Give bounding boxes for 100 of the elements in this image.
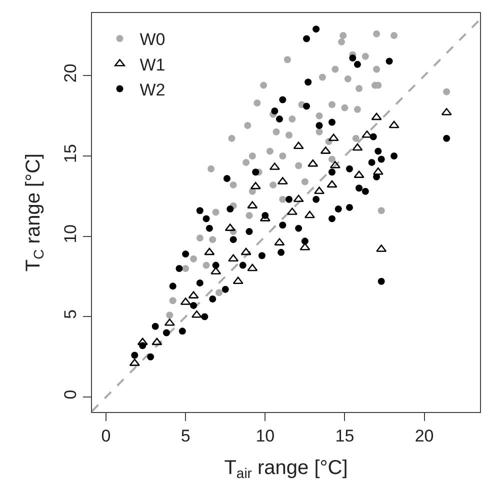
point bbox=[390, 152, 398, 160]
point bbox=[441, 108, 452, 116]
point bbox=[222, 286, 229, 293]
point bbox=[356, 184, 363, 192]
point bbox=[368, 158, 376, 166]
point bbox=[247, 264, 258, 272]
point bbox=[279, 152, 286, 160]
point bbox=[176, 265, 183, 272]
point bbox=[286, 196, 293, 203]
point bbox=[152, 322, 159, 330]
point bbox=[202, 215, 210, 222]
point bbox=[295, 224, 302, 232]
point bbox=[178, 328, 186, 335]
point bbox=[279, 196, 286, 203]
point bbox=[318, 74, 326, 81]
point bbox=[288, 116, 296, 123]
point bbox=[246, 228, 253, 236]
legend-label: W2 bbox=[140, 80, 166, 100]
point bbox=[354, 60, 361, 68]
point bbox=[276, 116, 283, 123]
point bbox=[338, 38, 346, 46]
point bbox=[356, 85, 363, 92]
point bbox=[252, 168, 260, 176]
point bbox=[443, 134, 450, 142]
point bbox=[271, 108, 278, 115]
point bbox=[246, 212, 253, 219]
point bbox=[334, 206, 342, 213]
point bbox=[301, 238, 308, 245]
point bbox=[230, 181, 237, 188]
point bbox=[328, 118, 336, 126]
point bbox=[196, 207, 204, 214]
point bbox=[372, 167, 384, 175]
legend-label: W0 bbox=[140, 30, 166, 50]
y-tick-label: 20 bbox=[61, 64, 80, 83]
point bbox=[137, 338, 148, 346]
point bbox=[216, 289, 222, 296]
point bbox=[303, 102, 310, 110]
point bbox=[378, 207, 385, 214]
point bbox=[316, 128, 323, 136]
point bbox=[169, 297, 176, 304]
point bbox=[346, 204, 353, 211]
point bbox=[206, 224, 213, 232]
point bbox=[190, 255, 198, 262]
point bbox=[258, 252, 266, 260]
point bbox=[328, 215, 336, 222]
point bbox=[362, 188, 369, 195]
point bbox=[349, 54, 356, 62]
point bbox=[316, 122, 323, 129]
point bbox=[362, 130, 372, 138]
point bbox=[328, 101, 336, 108]
point bbox=[344, 75, 352, 82]
point bbox=[270, 181, 277, 188]
y-tick-label: 10 bbox=[61, 224, 80, 244]
point bbox=[362, 52, 369, 60]
point bbox=[162, 329, 170, 336]
point bbox=[300, 242, 310, 250]
point bbox=[223, 175, 230, 182]
x-tick-label: 15 bbox=[335, 426, 354, 446]
point bbox=[248, 188, 256, 195]
point bbox=[226, 206, 234, 213]
point bbox=[182, 250, 190, 258]
point bbox=[266, 148, 274, 155]
point bbox=[378, 278, 385, 285]
point bbox=[272, 128, 280, 136]
y-tick-label: 5 bbox=[61, 309, 80, 319]
point bbox=[209, 296, 216, 303]
y-tick-label: 0 bbox=[61, 390, 80, 400]
point bbox=[295, 162, 302, 170]
point bbox=[326, 180, 338, 188]
point bbox=[182, 265, 190, 272]
point bbox=[196, 279, 204, 286]
point bbox=[388, 120, 400, 128]
point bbox=[244, 122, 252, 129]
legend-label: W1 bbox=[140, 55, 166, 74]
point bbox=[346, 165, 353, 172]
point bbox=[190, 302, 198, 309]
point bbox=[443, 88, 450, 96]
point bbox=[212, 208, 220, 216]
point bbox=[278, 248, 285, 256]
point bbox=[260, 82, 268, 89]
point bbox=[242, 158, 250, 166]
point bbox=[293, 142, 304, 150]
point bbox=[248, 152, 256, 160]
point bbox=[254, 99, 261, 106]
point bbox=[374, 148, 382, 155]
point bbox=[209, 236, 216, 244]
point bbox=[228, 134, 236, 142]
y-tick-label: 15 bbox=[61, 144, 80, 163]
point bbox=[164, 318, 175, 326]
point bbox=[301, 178, 308, 186]
point bbox=[212, 262, 220, 269]
point bbox=[208, 165, 215, 172]
point bbox=[352, 134, 360, 142]
point bbox=[312, 26, 320, 33]
point bbox=[166, 312, 174, 319]
point bbox=[196, 234, 204, 242]
point bbox=[250, 182, 261, 190]
point bbox=[240, 248, 252, 256]
point bbox=[373, 30, 380, 38]
x-tick-label: 20 bbox=[414, 426, 434, 446]
